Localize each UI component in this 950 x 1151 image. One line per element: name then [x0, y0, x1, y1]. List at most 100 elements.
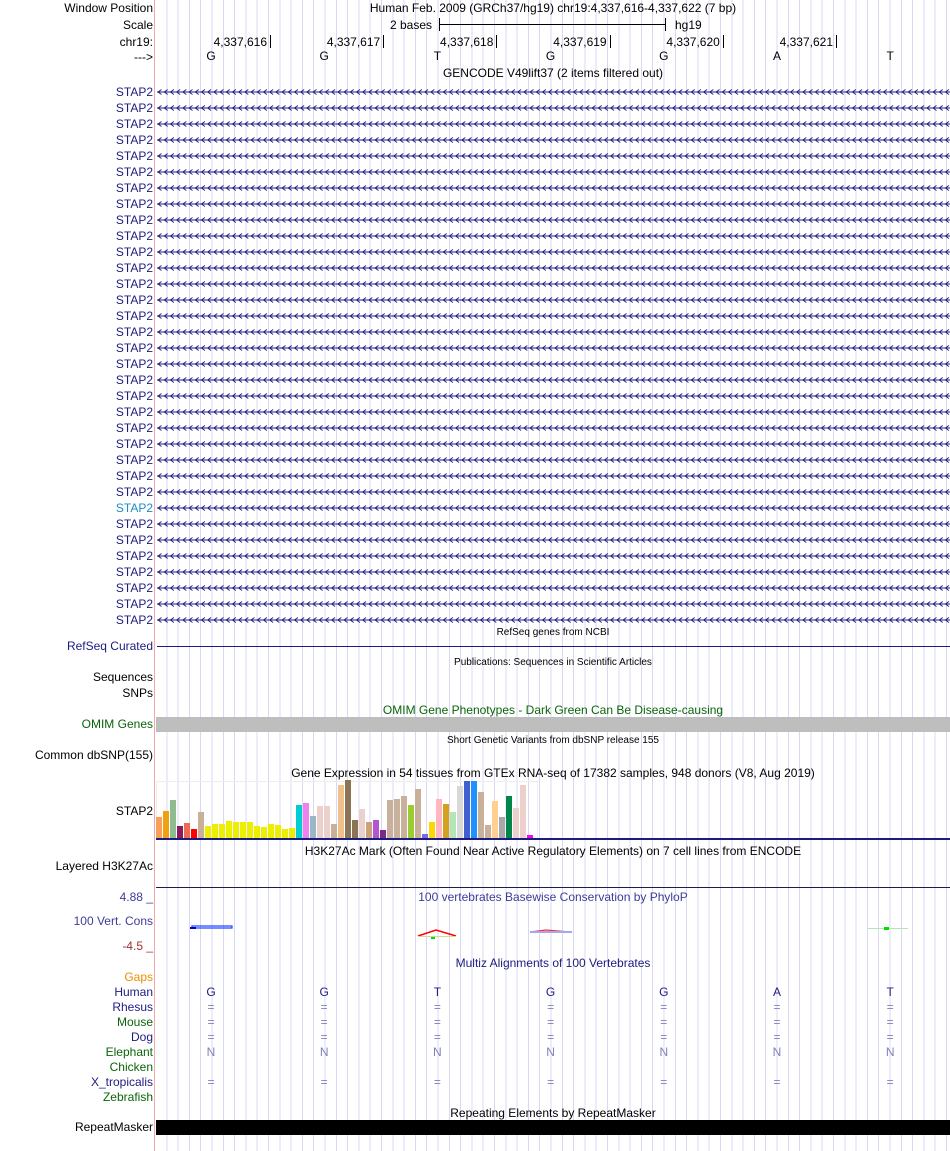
gencode-transcript[interactable]	[157, 537, 950, 543]
multiz-species-gaps[interactable]: Gaps	[124, 970, 153, 984]
gtex-bar-25[interactable]	[324, 806, 330, 838]
gencode-transcript-label[interactable]: STAP2	[115, 309, 153, 323]
gencode-transcript[interactable]	[157, 521, 950, 527]
gencode-transcript[interactable]	[157, 617, 950, 623]
gencode-transcript[interactable]	[157, 409, 950, 415]
gencode-transcript[interactable]	[157, 185, 950, 191]
gencode-transcript-label[interactable]: STAP2	[115, 277, 153, 291]
gencode-transcript-label[interactable]: STAP2	[115, 453, 153, 467]
gtex-bar-48[interactable]	[485, 825, 491, 838]
phylop-label[interactable]: 100 Vert. Cons	[73, 914, 153, 928]
gtex-bar-53[interactable]	[520, 785, 526, 838]
gtex-bar-40[interactable]	[429, 822, 435, 838]
gtex-bar-10[interactable]	[219, 824, 225, 838]
gtex-bar-33[interactable]	[380, 830, 386, 838]
gencode-transcript[interactable]	[157, 233, 950, 239]
gencode-transcript-label[interactable]: STAP2	[115, 373, 153, 387]
multiz-species-dog[interactable]: Dog	[130, 1030, 153, 1044]
gtex-bar-28[interactable]	[345, 780, 351, 838]
gencode-transcript[interactable]	[157, 313, 950, 319]
gencode-transcript[interactable]	[157, 105, 950, 111]
gencode-transcript-label[interactable]: STAP2	[115, 405, 153, 419]
gencode-transcript-label[interactable]: STAP2	[115, 149, 153, 163]
gtex-bar-11[interactable]	[226, 821, 232, 838]
gtex-bar-27[interactable]	[338, 785, 344, 838]
gencode-transcript[interactable]	[157, 569, 950, 575]
omim-gene-bar[interactable]	[156, 717, 950, 732]
gencode-transcript-label[interactable]: STAP2	[115, 437, 153, 451]
gtex-bar-16[interactable]	[261, 827, 267, 838]
gtex-bar-12[interactable]	[233, 822, 239, 838]
gencode-transcript[interactable]	[157, 265, 950, 271]
gencode-transcript[interactable]	[157, 249, 950, 255]
gencode-transcript[interactable]	[157, 137, 950, 143]
gtex-bar-18[interactable]	[275, 825, 281, 838]
gtex-bar-19[interactable]	[282, 829, 288, 838]
gtex-bar-7[interactable]	[198, 812, 204, 838]
gencode-transcript-label[interactable]: STAP2	[115, 293, 153, 307]
gencode-transcript-label[interactable]: STAP2	[115, 517, 153, 531]
gencode-transcript[interactable]	[157, 361, 950, 367]
gencode-transcript[interactable]	[157, 89, 950, 95]
gtex-bar-5[interactable]	[184, 823, 190, 838]
gencode-transcript-label[interactable]: STAP2	[115, 469, 153, 483]
gencode-transcript[interactable]	[157, 345, 950, 351]
gencode-transcript-label[interactable]: STAP2	[115, 181, 153, 195]
gencode-transcript[interactable]	[157, 121, 950, 127]
multiz-species-x_tropicalis[interactable]: X_tropicalis	[90, 1075, 153, 1089]
gtex-bar-26[interactable]	[331, 824, 337, 838]
gtex-bar-49[interactable]	[492, 801, 498, 838]
gencode-transcript-label[interactable]: STAP2	[115, 229, 153, 243]
gencode-transcript[interactable]	[157, 601, 950, 607]
gencode-transcript-label[interactable]: STAP2	[115, 133, 153, 147]
gtex-bar-43[interactable]	[450, 812, 456, 838]
multiz-species-human[interactable]: Human	[114, 985, 153, 999]
gencode-transcript[interactable]	[157, 281, 950, 287]
gtex-bar-50[interactable]	[499, 817, 505, 838]
gencode-transcript[interactable]	[157, 505, 950, 511]
gtex-bar-47[interactable]	[478, 792, 484, 838]
gtex-bar-15[interactable]	[254, 826, 260, 838]
gtex-bar-20[interactable]	[289, 828, 295, 838]
gtex-bar-36[interactable]	[401, 796, 407, 838]
gencode-transcript[interactable]	[157, 489, 950, 495]
omim-label[interactable]: OMIM Genes	[81, 717, 153, 731]
gencode-transcripts[interactable]	[156, 0, 950, 630]
gencode-transcript[interactable]	[157, 441, 950, 447]
gtex-bar-23[interactable]	[310, 816, 316, 838]
gencode-transcript-label[interactable]: STAP2	[115, 597, 153, 611]
gencode-transcript[interactable]	[157, 473, 950, 479]
gencode-transcript-label[interactable]: STAP2	[115, 213, 153, 227]
gencode-transcript[interactable]	[157, 393, 950, 399]
gencode-transcript-label[interactable]: STAP2	[115, 421, 153, 435]
gencode-transcript-label[interactable]: STAP2	[115, 565, 153, 579]
gencode-transcript[interactable]	[157, 585, 950, 591]
gtex-bar-46[interactable]	[471, 781, 477, 838]
phylop-graph[interactable]	[156, 900, 950, 950]
gtex-bar-32[interactable]	[373, 820, 379, 838]
gencode-transcript-label[interactable]: STAP2	[115, 197, 153, 211]
gencode-transcript[interactable]	[157, 377, 950, 383]
gencode-transcript-label[interactable]: STAP2	[115, 581, 153, 595]
gencode-transcript-label[interactable]: STAP2	[115, 245, 153, 259]
gencode-transcript-label[interactable]: STAP2	[115, 165, 153, 179]
multiz-species-rhesus[interactable]: Rhesus	[112, 1000, 153, 1014]
gtex-label[interactable]: STAP2	[115, 804, 153, 818]
gtex-bar-52[interactable]	[513, 808, 519, 838]
gtex-bar-31[interactable]	[366, 822, 372, 838]
gencode-transcript-label[interactable]: STAP2	[115, 341, 153, 355]
gencode-transcript[interactable]	[157, 457, 950, 463]
gencode-transcript-label[interactable]: STAP2	[115, 501, 153, 515]
gencode-transcript-label[interactable]: STAP2	[115, 389, 153, 403]
gencode-transcript[interactable]	[157, 201, 950, 207]
repeatmasker-label[interactable]: RepeatMasker	[74, 1120, 153, 1134]
gencode-transcript[interactable]	[157, 329, 950, 335]
gtex-bar-45[interactable]	[464, 781, 470, 838]
refseq-gene-line[interactable]	[157, 646, 950, 647]
gtex-bar-14[interactable]	[247, 822, 253, 838]
gencode-transcript-label[interactable]: STAP2	[115, 533, 153, 547]
gencode-transcript-label[interactable]: STAP2	[115, 357, 153, 371]
gtex-bar-22[interactable]	[303, 803, 309, 838]
refseq-label[interactable]: RefSeq Curated	[66, 639, 153, 653]
